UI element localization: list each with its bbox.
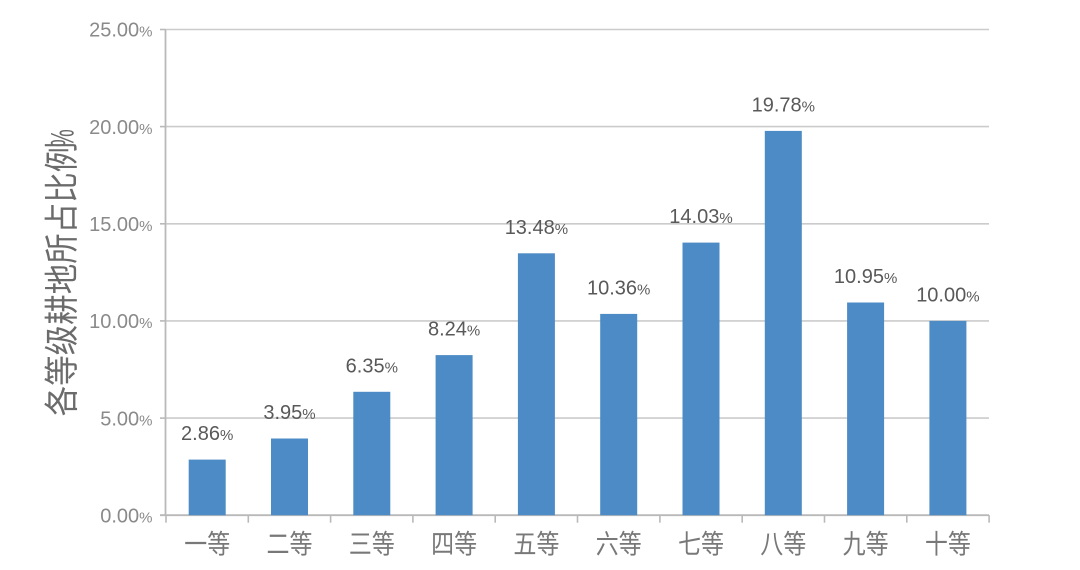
svg-text:25.00%: 25.00% xyxy=(89,20,152,42)
svg-text:2.86%: 2.86% xyxy=(181,423,233,445)
svg-text:14.03%: 14.03% xyxy=(669,206,732,228)
svg-text:6.35%: 6.35% xyxy=(346,355,398,377)
svg-text:10.95%: 10.95% xyxy=(834,266,897,288)
svg-text:8.24%: 8.24% xyxy=(428,319,480,341)
svg-text:13.48%: 13.48% xyxy=(505,217,568,239)
svg-text:20.00%: 20.00% xyxy=(89,117,152,139)
svg-text:3.95%: 3.95% xyxy=(263,402,315,424)
svg-text:10.00%: 10.00% xyxy=(916,284,979,306)
svg-text:15.00%: 15.00% xyxy=(89,214,152,236)
svg-text:10.00%: 10.00% xyxy=(89,311,152,333)
svg-text:5.00%: 5.00% xyxy=(100,408,152,430)
svg-text:10.36%: 10.36% xyxy=(587,277,650,299)
svg-text:0.00%: 0.00% xyxy=(100,505,152,527)
svg-text:19.78%: 19.78% xyxy=(752,94,815,116)
svg-text:%: % xyxy=(45,129,81,147)
